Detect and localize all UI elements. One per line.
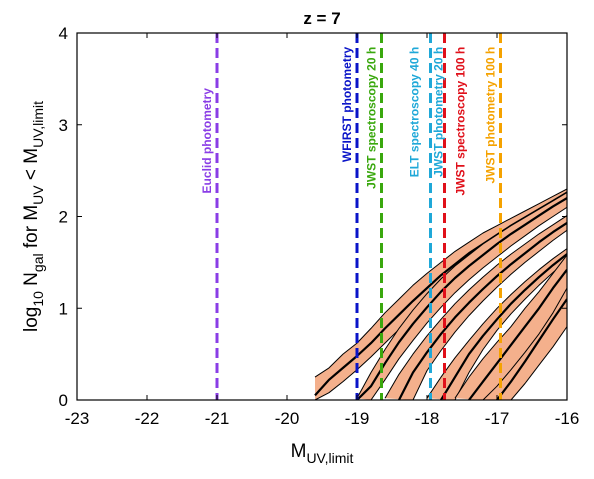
band-3-middle-line <box>398 221 567 400</box>
chart-title: z = 7 <box>303 9 340 28</box>
x-tick-label-3: -21 <box>205 409 230 428</box>
x-tick-label-5: -19 <box>345 409 370 428</box>
limit-label-5: JWST photometry 20 h <box>432 47 446 177</box>
limit-label-6: JWST spectroscopy 100 h <box>454 47 468 196</box>
x-tick-label-4: -20 <box>275 409 300 428</box>
limit-label-7: JWST photometry 100 h <box>484 47 498 184</box>
limit-label-4: ELT spectroscopy 40 h <box>408 47 422 177</box>
band-2-lower-line <box>370 206 567 400</box>
band-4-middle-line <box>440 253 567 400</box>
band-6-upper-line <box>454 254 567 399</box>
x-axis-label: MUV,limit <box>291 441 354 466</box>
band-fill-6 <box>455 255 567 400</box>
band-5-lower-line <box>510 326 567 400</box>
x-tick-label-8: -16 <box>555 409 580 428</box>
band-6-lower-line <box>482 287 567 400</box>
limit-label-2: WFIRST photometry <box>340 46 354 162</box>
band-2-middle-line <box>356 197 567 400</box>
band-3-upper-line <box>384 215 567 399</box>
band-6-middle-line <box>468 269 567 400</box>
band-5-middle-line <box>496 298 567 400</box>
limits-layer <box>215 33 502 400</box>
limit-label-3: JWST spectroscopy 20 h <box>365 47 379 189</box>
band-fill-4 <box>427 248 567 400</box>
band-3-lower-line <box>412 229 567 400</box>
y-tick-label-1: 0 <box>59 391 68 410</box>
x-tick-label-7: -17 <box>485 409 510 428</box>
band-1-upper-line <box>314 188 567 378</box>
y-tick-label-5: 4 <box>59 24 68 43</box>
y-tick-label-2: 1 <box>59 299 68 318</box>
band-fill-2 <box>357 192 567 400</box>
limit-label-1: Euclid photometry <box>200 88 214 194</box>
x-tick-label-6: -18 <box>415 409 440 428</box>
x-tick-label-1: -23 <box>65 409 90 428</box>
y-axis-label: log10 Ngal for MUV < MUV,limit <box>21 101 46 332</box>
band-4-lower-line <box>454 260 567 400</box>
y-tick-label-4: 3 <box>59 116 68 135</box>
band-2-upper-line <box>356 192 567 399</box>
labels-layer: Euclid photometry WFIRST photometry JWST s… <box>200 46 498 195</box>
band-4-upper-line <box>426 248 567 399</box>
axes-layer: -23 -22 -21 -20 -19 -18 -17 -16 0 1 2 3 4 z = 7 MUV,li… <box>21 9 579 466</box>
x-tick-label-2: -22 <box>135 409 160 428</box>
bands-layer <box>314 188 567 400</box>
y-tick-label-3: 2 <box>59 208 68 227</box>
band-fill-1 <box>315 189 567 400</box>
